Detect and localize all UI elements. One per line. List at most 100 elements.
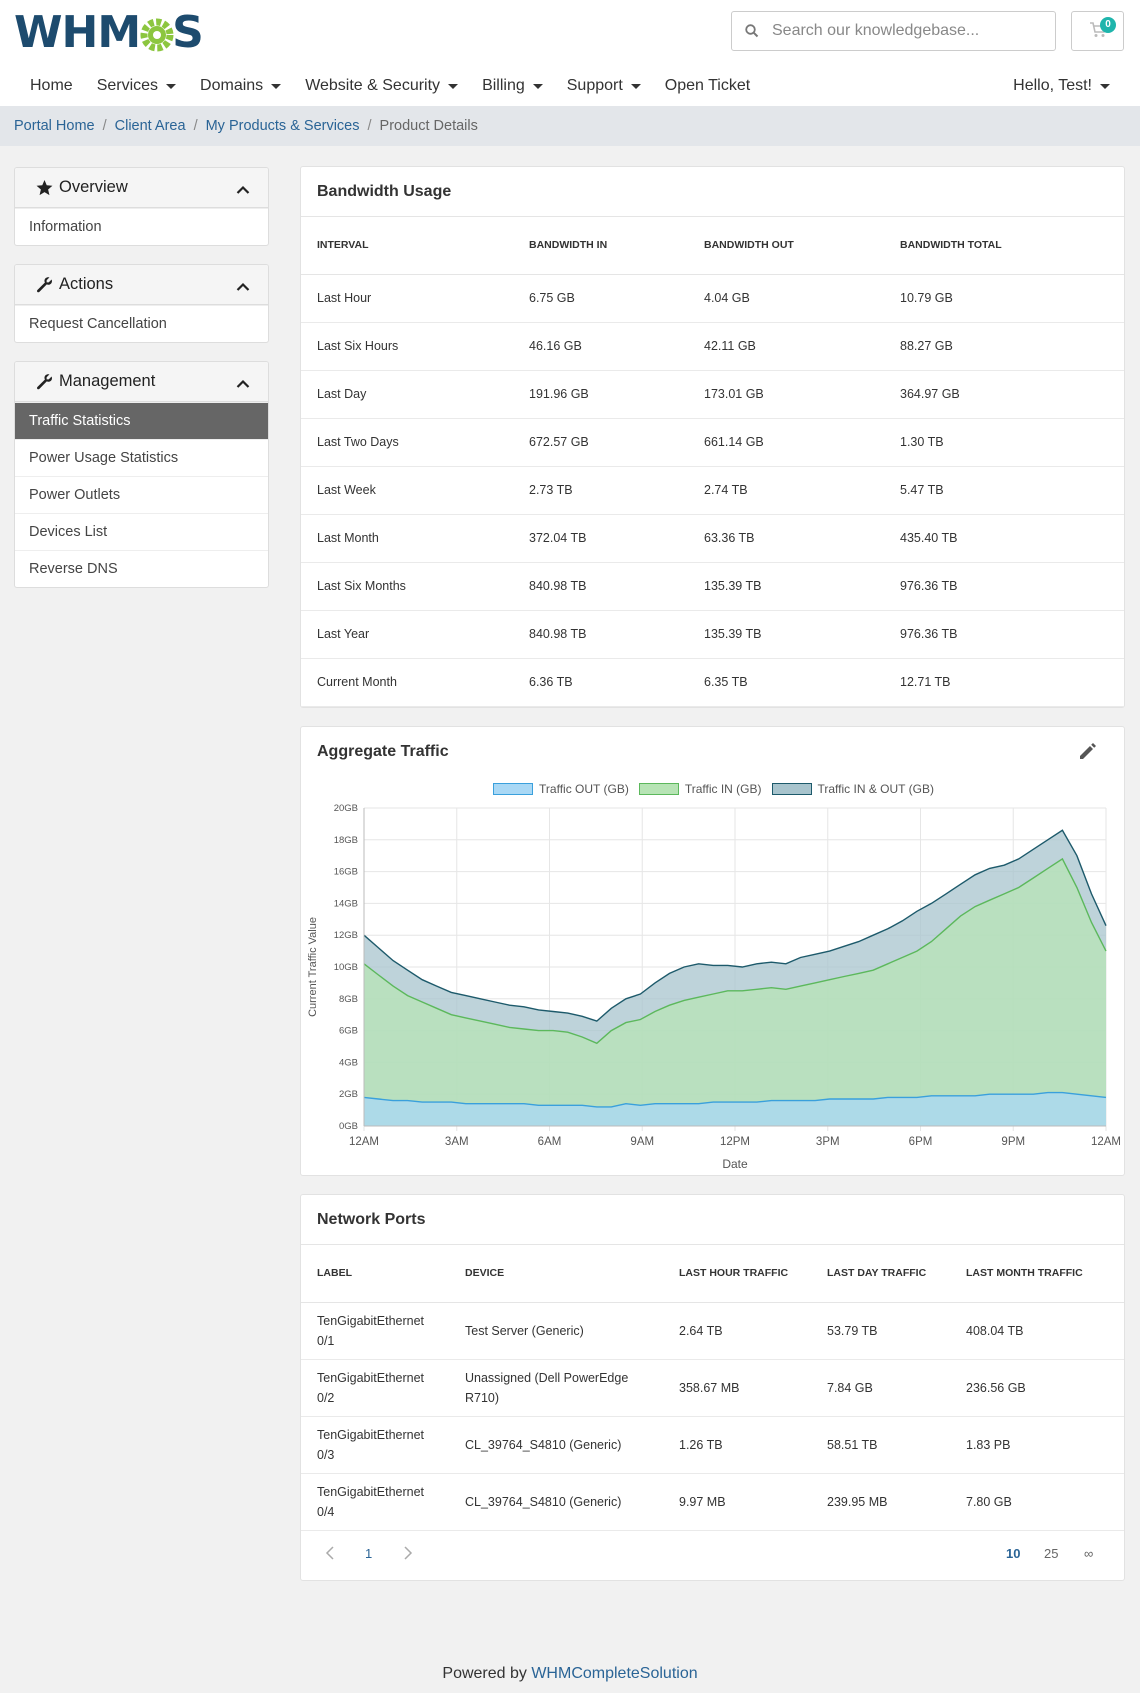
cell-bandwidth-out: 2.74 TB bbox=[688, 466, 884, 515]
star-icon bbox=[35, 179, 53, 197]
chevron-up-icon[interactable] bbox=[236, 375, 250, 394]
legend-item-traffic-out[interactable]: Traffic OUT (GB) bbox=[493, 782, 629, 796]
nav-services[interactable]: Services bbox=[85, 68, 188, 104]
gear-logo-icon bbox=[138, 13, 174, 53]
main-nav: Home Services Domains Website & Security… bbox=[18, 68, 762, 104]
cell-last-day: 53.79 TB bbox=[811, 1302, 950, 1360]
caret-down-icon bbox=[630, 83, 641, 89]
whmcs-logo[interactable]: WHM S bbox=[14, 10, 204, 56]
cell-bandwidth-out: 661.14 GB bbox=[688, 418, 884, 467]
x-tick-label: 3PM bbox=[816, 1136, 840, 1148]
sidebar-overview-title: Overview bbox=[59, 178, 128, 196]
table-row: Last Two Days 672.57 GB 661.14 GB 1.30 TB bbox=[301, 418, 1124, 467]
column-header-bandwidth-total[interactable]: Bandwidth Total bbox=[884, 217, 1124, 275]
column-header-last-month[interactable]: Last Month Traffic bbox=[950, 1245, 1124, 1303]
column-header-bandwidth-out[interactable]: Bandwidth Out bbox=[688, 217, 884, 275]
cell-bandwidth-out: 63.36 TB bbox=[688, 514, 884, 563]
nav-website-security[interactable]: Website & Security bbox=[293, 68, 470, 104]
chevron-up-icon[interactable] bbox=[236, 278, 250, 297]
cell-label: TenGigabitEthernet 0/3 bbox=[301, 1416, 449, 1474]
search-input[interactable] bbox=[772, 22, 1042, 40]
cell-last-hour: 358.67 MB bbox=[663, 1359, 811, 1417]
table-row: Last Six Months 840.98 TB 135.39 TB 976.36 … bbox=[301, 562, 1124, 611]
pencil-icon[interactable] bbox=[1078, 741, 1100, 763]
sidebar-actions-header[interactable]: Actions bbox=[15, 265, 268, 305]
cell-last-day: 7.84 GB bbox=[811, 1359, 950, 1417]
nav-domains[interactable]: Domains bbox=[188, 68, 293, 104]
page-size-10[interactable]: 10 bbox=[1006, 1545, 1021, 1561]
column-header-device[interactable]: Device bbox=[449, 1245, 663, 1303]
sidebar-item-power-usage-statistics[interactable]: Power Usage Statistics bbox=[15, 439, 268, 476]
network-ports-panel: Network Ports Label Device Last Hour Tra… bbox=[300, 1194, 1125, 1581]
y-tick-label: 18GB bbox=[334, 835, 358, 846]
traffic-chart[interactable]: 0GB 2GB 4GB 6GB 8GB 10GB 12GB 14GB 16GB 18GB 20GB 1… bbox=[301, 800, 1124, 1175]
cart-button[interactable]: 0 bbox=[1071, 11, 1124, 51]
cell-interval: Current Month bbox=[301, 658, 513, 707]
chevron-left-icon[interactable] bbox=[325, 1545, 335, 1563]
sidebar-management-header[interactable]: Management bbox=[15, 362, 268, 402]
breadcrumb-portal-home[interactable]: Portal Home bbox=[14, 118, 95, 134]
page-number[interactable]: 1 bbox=[365, 1545, 373, 1561]
cell-bandwidth-total: 12.71 TB bbox=[884, 658, 1124, 707]
sidebar-item-traffic-statistics[interactable]: Traffic Statistics bbox=[15, 402, 268, 439]
nav-home[interactable]: Home bbox=[18, 68, 85, 104]
breadcrumb-products-services[interactable]: My Products & Services bbox=[205, 118, 360, 134]
chevron-up-icon[interactable] bbox=[236, 181, 250, 200]
cell-bandwidth-in: 672.57 GB bbox=[513, 418, 688, 467]
cell-bandwidth-total: 976.36 TB bbox=[884, 562, 1124, 611]
column-header-last-hour[interactable]: Last Hour Traffic bbox=[663, 1245, 811, 1303]
knowledgebase-search[interactable] bbox=[731, 11, 1056, 51]
nav-support[interactable]: Support bbox=[555, 68, 653, 104]
sidebar-item-devices-list[interactable]: Devices List bbox=[15, 513, 268, 550]
cell-bandwidth-total: 10.79 GB bbox=[884, 274, 1124, 323]
page-size-all[interactable]: ∞ bbox=[1084, 1545, 1094, 1561]
sidebar-item-label: Power Outlets bbox=[29, 487, 121, 503]
legend-label: Traffic IN (GB) bbox=[684, 782, 762, 796]
wrench-icon bbox=[35, 276, 53, 294]
user-menu[interactable]: Hello, Test! bbox=[1013, 68, 1110, 104]
cell-bandwidth-out: 6.35 TB bbox=[688, 658, 884, 707]
aggregate-traffic-panel: Aggregate Traffic Traffic OUT (GB) Traff… bbox=[300, 726, 1125, 1176]
cell-interval: Last Month bbox=[301, 514, 513, 563]
sidebar-item-information[interactable]: Information bbox=[15, 208, 268, 245]
legend-label: Traffic OUT (GB) bbox=[539, 782, 629, 796]
footer-prefix: Powered by bbox=[442, 1665, 532, 1682]
sidebar-item-label: Reverse DNS bbox=[29, 561, 118, 577]
table-row: TenGigabitEthernet 0/4 CL_39764_S4810 (Ge… bbox=[301, 1473, 1124, 1531]
chevron-right-icon[interactable] bbox=[403, 1545, 413, 1563]
column-header-label[interactable]: Label bbox=[301, 1245, 449, 1303]
table-row: Last Six Hours 46.16 GB 42.11 GB 88.27 GB bbox=[301, 322, 1124, 371]
sidebar-item-request-cancellation[interactable]: Request Cancellation bbox=[15, 305, 268, 342]
breadcrumb-client-area[interactable]: Client Area bbox=[114, 118, 186, 134]
nav-label: Services bbox=[96, 77, 159, 94]
legend-item-traffic-in[interactable]: Traffic IN (GB) bbox=[638, 782, 762, 796]
breadcrumb: Portal Home / Client Area / My Products … bbox=[0, 106, 1140, 146]
caret-down-icon bbox=[532, 83, 543, 89]
sidebar-overview-header[interactable]: Overview bbox=[15, 168, 268, 208]
column-header-bandwidth-in[interactable]: Bandwidth In bbox=[513, 217, 688, 275]
cell-interval: Last Day bbox=[301, 370, 513, 419]
legend-swatch bbox=[771, 783, 812, 795]
footer-link[interactable]: WHMCompleteSolution bbox=[531, 1665, 698, 1682]
cell-bandwidth-total: 364.97 GB bbox=[884, 370, 1124, 419]
sidebar-item-reverse-dns[interactable]: Reverse DNS bbox=[15, 550, 268, 587]
cart-count-badge: 0 bbox=[1100, 17, 1116, 33]
cell-bandwidth-in: 372.04 TB bbox=[513, 514, 688, 563]
cell-bandwidth-in: 191.96 GB bbox=[513, 370, 688, 419]
cell-interval: Last Six Hours bbox=[301, 322, 513, 371]
cell-bandwidth-out: 135.39 TB bbox=[688, 562, 884, 611]
nav-billing[interactable]: Billing bbox=[470, 68, 555, 104]
page-size-25[interactable]: 25 bbox=[1044, 1545, 1059, 1561]
series-line-traffic-in-out bbox=[363, 829, 1107, 1022]
cell-bandwidth-out: 42.11 GB bbox=[688, 322, 884, 371]
cell-bandwidth-total: 976.36 TB bbox=[884, 610, 1124, 659]
cell-interval: Last Week bbox=[301, 466, 513, 515]
legend-item-traffic-in-out[interactable]: Traffic IN & OUT (GB) bbox=[771, 782, 934, 796]
column-header-interval[interactable]: Interval bbox=[301, 217, 513, 275]
nav-open-ticket[interactable]: Open Ticket bbox=[653, 68, 762, 104]
cell-last-month: 236.56 GB bbox=[950, 1359, 1124, 1417]
x-tick-label: 12AM bbox=[1091, 1136, 1121, 1148]
column-header-last-day[interactable]: Last Day Traffic bbox=[811, 1245, 950, 1303]
sidebar-item-power-outlets[interactable]: Power Outlets bbox=[15, 476, 268, 513]
table-row: Last Month 372.04 TB 63.36 TB 435.40 TB bbox=[301, 514, 1124, 563]
